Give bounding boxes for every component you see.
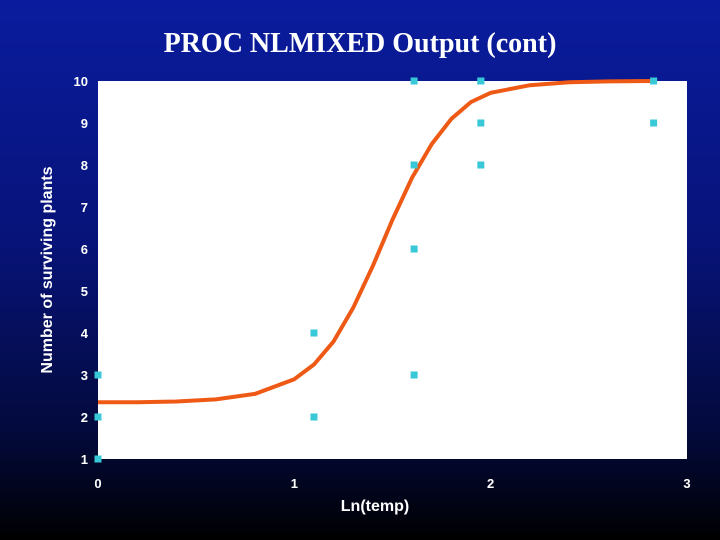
data-point <box>410 371 418 379</box>
data-point <box>650 119 658 127</box>
data-point <box>650 77 658 85</box>
x-tick-label: 1 <box>291 476 298 491</box>
slide-title: PROC NLMIXED Output (cont) <box>163 28 557 59</box>
data-point <box>410 245 418 253</box>
y-tick-label: 3 <box>81 368 88 383</box>
data-point <box>310 329 318 337</box>
data-point <box>410 77 418 85</box>
data-point <box>477 161 485 169</box>
y-axis-label: Number of surviving plants <box>39 166 56 373</box>
y-axis-ticks: 1 2 3 4 5 6 7 8 9 10 <box>74 74 89 467</box>
y-tick-label: 7 <box>81 200 88 215</box>
data-point <box>310 413 318 421</box>
y-tick-label: 8 <box>81 158 88 173</box>
y-tick-label: 1 <box>81 452 88 467</box>
fitted-curve <box>98 79 654 405</box>
y-tick-label: 4 <box>81 326 89 341</box>
x-tick-label: 2 <box>487 476 494 491</box>
data-point <box>94 371 102 379</box>
data-point <box>94 455 102 463</box>
x-axis-label: Ln(temp) <box>341 498 409 515</box>
y-tick-label: 5 <box>81 284 88 299</box>
y-tick-label: 6 <box>81 242 88 257</box>
y-tick-label: 2 <box>81 410 88 425</box>
plot-background <box>98 81 687 459</box>
data-point <box>410 161 418 169</box>
y-tick-label: 10 <box>74 74 88 89</box>
data-point <box>477 119 485 127</box>
data-points <box>94 77 658 463</box>
x-tick-label: 0 <box>94 476 101 491</box>
x-axis-ticks: 0 1 2 3 <box>94 476 690 491</box>
y-tick-label: 9 <box>81 116 88 131</box>
data-point <box>94 413 102 421</box>
x-tick-label: 3 <box>683 476 690 491</box>
data-point <box>477 77 485 85</box>
